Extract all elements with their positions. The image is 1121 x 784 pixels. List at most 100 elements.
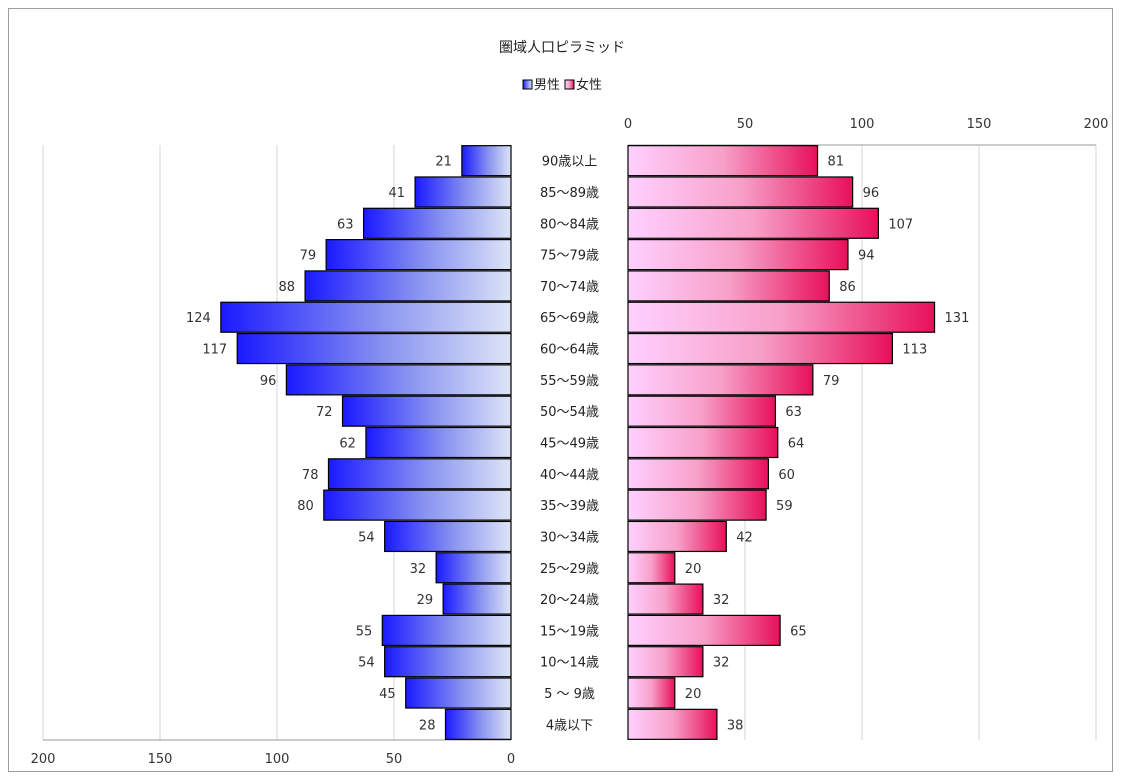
bar-female-2 [627, 207, 879, 239]
bar-female-7 [627, 364, 814, 396]
bar-male-18 [444, 708, 512, 740]
category-label-17: 5 ～ 9歳 [544, 687, 595, 702]
bar-male-17 [405, 677, 512, 709]
data-label-male-4: 88 [279, 280, 296, 295]
bar-female-13 [627, 552, 676, 584]
data-label-female-1: 96 [863, 186, 880, 201]
data-label-male-0: 21 [435, 155, 452, 170]
legend-label-female: 女性 [576, 77, 602, 93]
bar-female-4 [627, 270, 830, 302]
bar-male-1 [414, 176, 512, 208]
category-label-8: 50～54歳 [540, 405, 599, 420]
data-label-male-9: 62 [339, 437, 356, 452]
bar-male-0 [461, 145, 512, 177]
category-label-10: 40～44歳 [540, 468, 599, 483]
bar-female-9 [627, 426, 779, 459]
label-layer: 21 81 90歳以上 41 96 85～89歳 63 107 80～84歳 79 94 75～79歳… [186, 155, 969, 734]
bar-male-16 [384, 646, 512, 678]
bar-male-13 [435, 552, 512, 584]
bar-female-15 [627, 614, 781, 646]
bar-male-9 [365, 426, 512, 459]
category-label-18: 4歳以下 [546, 718, 593, 733]
category-label-0: 90歳以上 [542, 155, 598, 170]
data-label-male-5: 124 [186, 311, 211, 326]
data-label-female-18: 38 [727, 718, 744, 733]
data-label-female-9: 64 [788, 437, 805, 452]
tick-label-left-4: 0 [507, 752, 515, 767]
tick-label-right-3: 150 [967, 117, 992, 132]
bar-male-3 [325, 239, 512, 271]
data-label-female-8: 63 [785, 405, 802, 420]
bar-female-10 [627, 458, 769, 490]
tick-label-left-1: 150 [148, 752, 173, 767]
tick-label-right-1: 50 [737, 117, 754, 132]
bar-female-18 [627, 708, 718, 740]
data-label-male-15: 55 [356, 624, 373, 639]
data-label-female-16: 32 [713, 656, 730, 671]
tick-label-right-2: 100 [850, 117, 875, 132]
data-label-female-17: 20 [685, 687, 702, 702]
legend-label-male: 男性 [534, 78, 560, 93]
category-label-4: 70～74歳 [540, 280, 599, 295]
bar-female-5 [627, 301, 936, 333]
category-label-15: 15～19歳 [540, 624, 599, 639]
bar-male-5 [220, 301, 512, 333]
axis-layer: 200 150 100 50 0 0 50 100 150 200 [31, 117, 1109, 767]
data-label-male-11: 80 [297, 499, 314, 514]
data-label-male-17: 45 [379, 687, 396, 702]
bar-female-0 [627, 145, 819, 177]
data-label-female-0: 81 [828, 155, 845, 170]
bar-female-1 [627, 176, 854, 208]
bar-male-14 [442, 583, 512, 615]
data-label-male-10: 78 [302, 468, 319, 483]
bar-female-3 [627, 239, 849, 271]
bar-female-16 [627, 646, 704, 678]
data-label-female-10: 60 [778, 468, 795, 483]
data-label-female-11: 59 [776, 499, 793, 514]
data-label-female-6: 113 [902, 343, 927, 358]
data-label-male-3: 79 [300, 249, 317, 264]
category-label-6: 60～64歳 [540, 343, 599, 358]
category-label-1: 85～89歳 [540, 186, 599, 201]
tick-label-left-3: 50 [386, 752, 403, 767]
bar-female-11 [627, 489, 767, 521]
category-label-16: 10～14歳 [540, 656, 599, 671]
bar-male-11 [323, 489, 512, 521]
tick-label-right-4: 200 [1084, 117, 1109, 132]
bar-female-14 [627, 583, 704, 615]
data-label-male-18: 28 [419, 718, 436, 733]
bar-layer [220, 145, 936, 740]
data-label-female-2: 107 [888, 217, 913, 232]
category-label-13: 25～29歳 [540, 562, 599, 577]
category-label-3: 75～79歳 [540, 249, 599, 264]
bar-female-12 [627, 520, 727, 553]
chart-title: 圏域人口ピラミッド [499, 40, 625, 56]
bar-female-6 [627, 332, 894, 365]
bar-male-8 [341, 395, 512, 427]
category-label-2: 80～84歳 [540, 217, 599, 232]
data-label-male-16: 54 [358, 656, 375, 671]
data-label-female-13: 20 [685, 562, 702, 577]
bar-male-6 [236, 332, 512, 365]
category-label-11: 35～39歳 [540, 499, 599, 514]
data-label-male-12: 54 [358, 530, 375, 545]
data-label-female-12: 42 [736, 530, 753, 545]
tick-label-left-0: 200 [31, 752, 56, 767]
chart-frame [8, 8, 1113, 772]
data-label-female-3: 94 [858, 249, 875, 264]
legend-swatch-female [564, 79, 575, 90]
category-label-9: 45～49歳 [540, 437, 599, 452]
data-label-female-5: 131 [945, 311, 970, 326]
category-label-5: 65～69歳 [540, 311, 599, 326]
data-label-male-8: 72 [316, 405, 333, 420]
data-label-female-7: 79 [823, 374, 840, 389]
data-label-male-7: 96 [260, 374, 277, 389]
bar-male-2 [362, 207, 512, 239]
data-label-female-4: 86 [839, 280, 856, 295]
data-label-female-14: 32 [713, 593, 730, 608]
legend-swatch-male [522, 79, 533, 90]
bar-male-12 [384, 520, 512, 553]
category-label-7: 55～59歳 [540, 374, 599, 389]
